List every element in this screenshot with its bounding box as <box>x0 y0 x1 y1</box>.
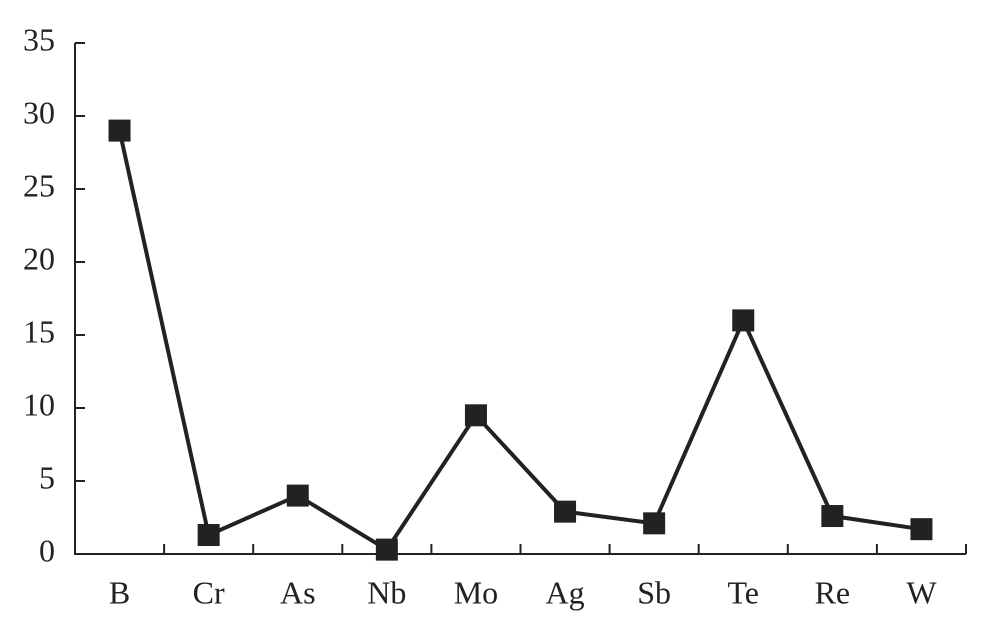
x-tick-label: Cr <box>193 574 225 610</box>
point-marker <box>108 119 131 142</box>
y-tick-label: 30 <box>23 94 55 130</box>
point-marker <box>554 500 577 523</box>
x-tick-label: Mo <box>454 574 498 610</box>
x-tick-label: W <box>906 574 937 610</box>
y-tick-label: 10 <box>23 386 55 422</box>
y-tick-label: 20 <box>23 240 55 276</box>
point-marker <box>286 484 309 507</box>
x-tick-label: Re <box>815 574 851 610</box>
point-marker <box>464 404 487 427</box>
x-tick-label: As <box>280 574 316 610</box>
x-tick-label: Nb <box>367 574 406 610</box>
point-marker <box>375 538 398 561</box>
point-marker <box>821 505 844 528</box>
x-tick-label: Ag <box>545 574 584 610</box>
x-tick-label: Sb <box>637 574 671 610</box>
point-marker <box>197 524 220 547</box>
point-marker <box>732 309 755 332</box>
y-tick-label: 25 <box>23 167 55 203</box>
point-marker <box>643 512 666 535</box>
y-tick-label: 15 <box>23 313 55 349</box>
y-tick-label: 0 <box>39 532 55 568</box>
point-marker <box>910 518 933 541</box>
y-tick-label: 5 <box>39 459 55 495</box>
y-tick-label: 35 <box>23 21 55 57</box>
x-tick-label: B <box>109 574 130 610</box>
x-tick-label: Te <box>727 574 759 610</box>
series-line <box>117 130 922 553</box>
